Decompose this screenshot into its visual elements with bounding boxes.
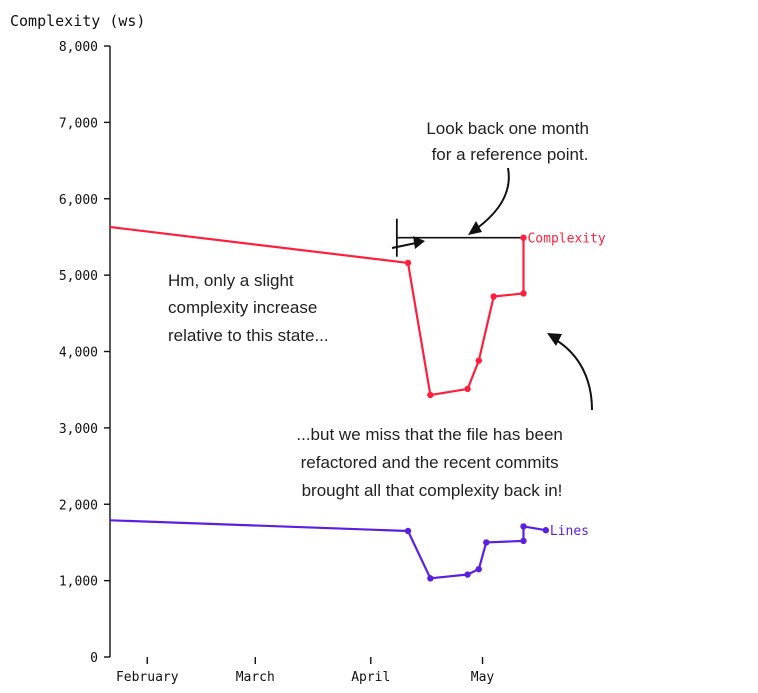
annotation-arrows	[391, 167, 593, 411]
y-tick-label: 8,000	[59, 40, 98, 55]
x-tick-label: May	[471, 670, 495, 685]
x-axis-ticks: February March April May	[116, 657, 494, 685]
lines-data-point	[520, 523, 527, 530]
lines-data-point	[427, 575, 434, 582]
lines-data-point	[542, 527, 550, 534]
lines-data-point	[520, 537, 527, 545]
annotation-lookback-line-2: for a reference point.	[432, 145, 589, 164]
complexity-data-point	[427, 391, 434, 399]
complexity-data-point	[520, 234, 527, 241]
lines-data-point	[483, 539, 490, 546]
annotation-miss-line-3: brought all that complexity back in!	[302, 481, 563, 500]
complexity-data-point	[464, 385, 471, 393]
annotation-lookback: Look back one month for a reference poin…	[426, 119, 593, 164]
complexity-data-point	[520, 290, 527, 297]
arrow-slight-increase	[391, 242, 417, 249]
complexity-data-point	[490, 293, 497, 300]
annotation-miss: ...but we miss that the file has been re…	[296, 425, 567, 500]
series-group: Complexity Lines	[109, 225, 606, 582]
complexity-series-line	[109, 225, 525, 397]
complexity-series-label: Complexity	[527, 232, 605, 247]
y-axis-ticks: 0 1,000 2,000 3,000 4,000 5,000 6,000 7,000 8,00…	[59, 40, 110, 666]
arrow-miss-head	[547, 333, 562, 346]
lines-data-point	[475, 565, 482, 573]
lines-data-point	[404, 527, 412, 535]
x-tick-label: April	[351, 670, 390, 685]
y-tick-label: 0	[90, 651, 98, 666]
arrow-lookback-head	[468, 221, 482, 235]
lines-data-point	[464, 571, 471, 578]
annotation-miss-line-1: ...but we miss that the file has been	[296, 425, 562, 444]
y-tick-label: 7,000	[59, 116, 98, 131]
x-tick-label: March	[236, 670, 275, 685]
x-tick-label: February	[116, 670, 179, 685]
arrow-lookback	[475, 167, 510, 230]
y-tick-label: 5,000	[59, 269, 98, 284]
lines-series-label: Lines	[550, 524, 589, 539]
y-tick-label: 2,000	[59, 498, 98, 513]
annotation-slight-increase-line-2: complexity increase	[168, 298, 317, 317]
complexity-data-point	[404, 259, 412, 267]
annotation-slight-increase-line-3: relative to this state...	[168, 326, 329, 345]
annotation-slight-increase: Hm, only a slight complexity increase re…	[168, 271, 329, 345]
y-tick-label: 6,000	[59, 193, 98, 208]
y-tick-label: 3,000	[59, 422, 98, 437]
annotation-miss-line-2: refactored and the recent commits	[301, 453, 559, 472]
complexity-data-point	[475, 357, 482, 364]
y-axis-title: Complexity (ws)	[10, 12, 145, 30]
annotation-lookback-line-1: Look back one month	[426, 119, 589, 138]
annotation-slight-increase-line-1: Hm, only a slight	[168, 271, 294, 290]
y-tick-label: 1,000	[59, 575, 98, 590]
y-tick-label: 4,000	[59, 346, 98, 361]
reference-marker	[395, 218, 524, 257]
arrow-miss	[555, 339, 593, 411]
arrow-slight-increase-head	[413, 236, 425, 249]
